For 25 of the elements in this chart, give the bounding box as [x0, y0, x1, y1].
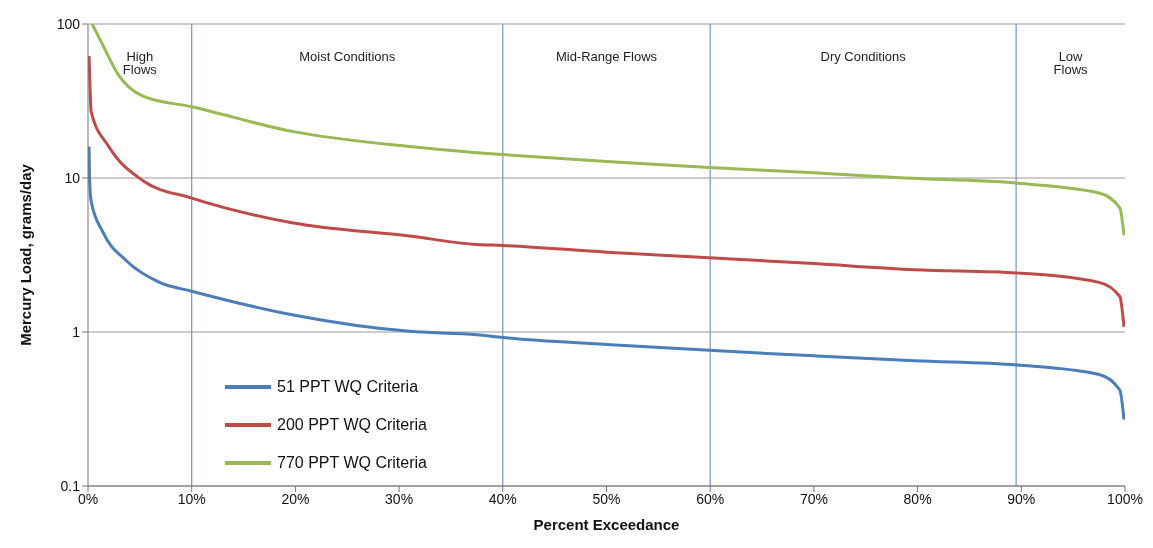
x-tick-label: 60% — [696, 490, 725, 507]
y-tick-label: 100 — [56, 15, 81, 32]
x-tick-label: 90% — [1007, 490, 1036, 507]
y-tick-label: 10 — [64, 169, 81, 186]
line-series — [90, 24, 1125, 237]
legend-label: 51 PPT WQ Criteria — [277, 378, 419, 396]
line-series — [88, 54, 1125, 329]
y-tick-label: 1 — [72, 323, 81, 340]
x-tick-label: 30% — [385, 490, 414, 507]
x-tick-label: 70% — [799, 490, 828, 507]
legend-label: 200 PPT WQ Criteria — [277, 416, 427, 434]
annotation: Moist Conditions — [299, 49, 396, 65]
annotation: Dry Conditions — [820, 49, 907, 65]
annotation: High Flows — [122, 49, 158, 78]
x-tick-label: 80% — [903, 490, 932, 507]
x-tick-label: 10% — [177, 490, 206, 507]
annotation: Low Flows — [1053, 49, 1089, 78]
x-axis-title: Percent Exceedance — [533, 516, 680, 533]
x-tick-label: 20% — [281, 490, 310, 507]
x-tick-label: 40% — [488, 490, 517, 507]
x-tick-label: 50% — [592, 490, 621, 507]
annotation: Mid-Range Flows — [555, 49, 658, 65]
x-tick-label: 100% — [1107, 490, 1143, 507]
legend-label: 770 PPT WQ Criteria — [277, 454, 427, 472]
y-axis-title: Mercury Load, grams/day — [17, 163, 35, 346]
